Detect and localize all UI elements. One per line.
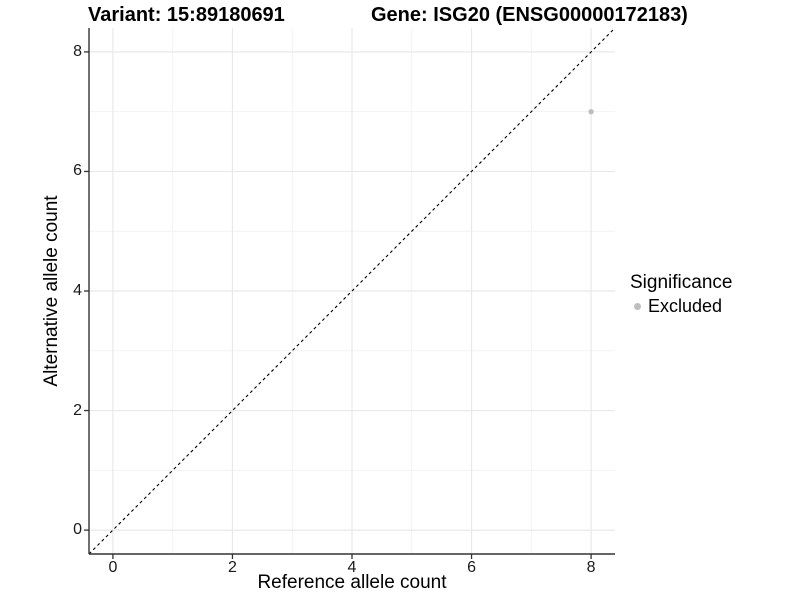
y-axis-title: Alternative allele count bbox=[41, 195, 62, 387]
legend-point-icon bbox=[634, 302, 641, 310]
x-tick-label: 0 bbox=[108, 559, 118, 576]
y-tick-label: 4 bbox=[73, 282, 82, 299]
x-tick-label: 6 bbox=[467, 559, 476, 576]
plot-title-gene: Gene: ISG20 (ENSG00000172183) bbox=[371, 4, 688, 26]
legend-title: Significance bbox=[630, 272, 733, 293]
data-point bbox=[588, 108, 594, 115]
legend-item-label: Excluded bbox=[648, 296, 723, 316]
x-tick-label: 2 bbox=[228, 559, 237, 576]
x-axis-title: Reference allele count bbox=[257, 572, 447, 593]
legend-item-excluded: Excluded bbox=[630, 295, 732, 317]
legend: Significance Excluded bbox=[630, 271, 732, 317]
plot-title-variant: Variant: 15:89180691 bbox=[88, 4, 285, 26]
x-tick-label: 4 bbox=[347, 559, 357, 576]
y-tick-label: 2 bbox=[73, 401, 82, 419]
y-tick-label: 6 bbox=[73, 162, 82, 180]
y-tick-label: 0 bbox=[73, 521, 82, 539]
identity-dashed-line bbox=[88, 27, 616, 555]
y-tick-label: 8 bbox=[73, 42, 82, 60]
x-tick-label: 8 bbox=[586, 559, 596, 576]
